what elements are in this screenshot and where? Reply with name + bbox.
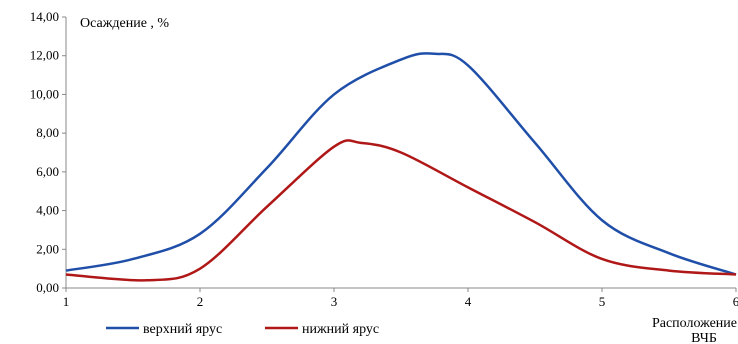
y-tick-label: 4,00 (36, 203, 59, 218)
y-tick-label: 8,00 (36, 125, 59, 140)
x-tick-label: 1 (63, 294, 70, 309)
y-tick-label: 2,00 (36, 241, 59, 256)
y-tick-label: 12,00 (30, 48, 59, 63)
legend-label-1: верхний ярус (143, 322, 222, 337)
x-tick-label: 3 (331, 294, 338, 309)
y-tick-label: 6,00 (36, 164, 59, 179)
series-line-1 (65, 52, 737, 276)
axes: 0,00 2,00 4,00 6,00 8,00 10,00 12,00 14,00 1 2 3 4 5… (30, 9, 738, 309)
series-line-2 (65, 139, 737, 282)
y-axis-label: Осаждение , % (80, 16, 169, 31)
x-tick-label: 5 (599, 294, 606, 309)
y-tick-label: 0,00 (36, 280, 59, 295)
x-tick-label: 2 (197, 294, 204, 309)
legend-label-2: нижний ярус (302, 322, 379, 337)
y-tick-label: 14,00 (30, 9, 59, 24)
y-tick-label: 10,00 (30, 86, 59, 101)
x-tick-label: 6 (733, 294, 738, 309)
legend: верхний ярус нижний ярус (106, 322, 379, 337)
series-group (65, 52, 737, 282)
x-axis-label-line-1: Расположение (652, 316, 737, 331)
x-tick-label: 4 (465, 294, 472, 309)
x-axis-label-line-2: ВЧБ (691, 331, 717, 344)
